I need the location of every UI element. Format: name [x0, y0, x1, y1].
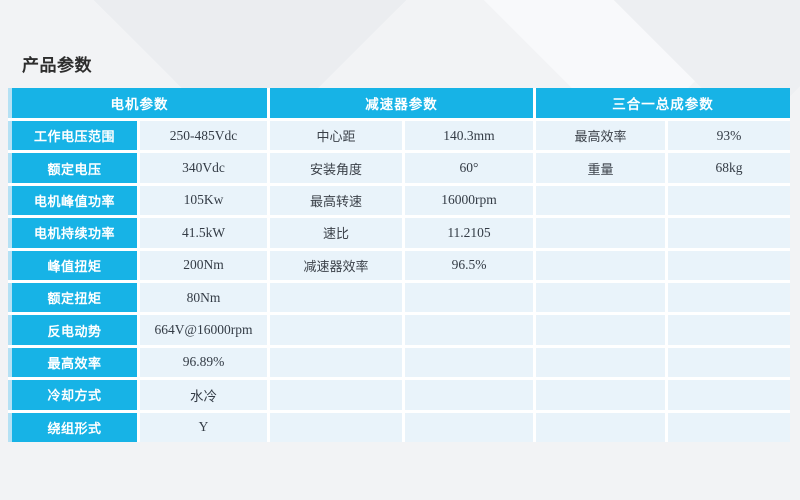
spec-value: 200Nm	[140, 250, 267, 280]
spec-label: 速比	[270, 218, 402, 248]
spec-value	[668, 218, 790, 248]
spec-value: 96.89%	[140, 347, 267, 378]
spec-value: 60°	[405, 153, 533, 183]
spec-value	[668, 250, 790, 280]
spec-label: 额定电压	[8, 153, 137, 183]
spec-value: 水冷	[140, 380, 267, 410]
spec-label	[536, 412, 665, 442]
spec-label	[270, 380, 402, 410]
spec-value	[668, 347, 790, 378]
spec-label: 重量	[536, 153, 665, 183]
spec-label	[536, 185, 665, 216]
spec-label: 电机峰值功率	[8, 185, 137, 216]
spec-value: 80Nm	[140, 282, 267, 313]
spec-value	[668, 380, 790, 410]
spec-value: Y	[140, 412, 267, 442]
spec-label: 最高效率	[536, 121, 665, 151]
spec-value: 93%	[668, 121, 790, 151]
spec-label: 工作电压范围	[8, 121, 137, 151]
spec-label: 最高转速	[270, 185, 402, 216]
spec-label: 中心距	[270, 121, 402, 151]
spec-value	[668, 282, 790, 313]
spec-value	[668, 185, 790, 216]
spec-label	[270, 412, 402, 442]
spec-value: 16000rpm	[405, 185, 533, 216]
spec-value	[668, 315, 790, 345]
group-header-2: 减速器参数	[270, 88, 533, 118]
spec-label: 最高效率	[8, 347, 137, 378]
spec-value	[405, 282, 533, 313]
spec-label: 减速器效率	[270, 250, 402, 280]
spec-label	[536, 380, 665, 410]
spec-label: 峰值扭矩	[8, 250, 137, 280]
spec-value: 41.5kW	[140, 218, 267, 248]
spec-label: 冷却方式	[8, 380, 137, 410]
spec-value: 340Vdc	[140, 153, 267, 183]
group-header-3: 三合一总成参数	[536, 88, 790, 118]
spec-label	[270, 315, 402, 345]
spec-value: 105Kw	[140, 185, 267, 216]
spec-label	[536, 250, 665, 280]
spec-label: 反电动势	[8, 315, 137, 345]
spec-label: 额定扭矩	[8, 282, 137, 313]
spec-value: 68kg	[668, 153, 790, 183]
spec-label	[536, 282, 665, 313]
page-title: 产品参数	[22, 56, 92, 75]
spec-value	[405, 347, 533, 378]
spec-label	[270, 282, 402, 313]
spec-value: 140.3mm	[405, 121, 533, 151]
spec-label	[536, 347, 665, 378]
spec-value: 96.5%	[405, 250, 533, 280]
spec-label	[270, 347, 402, 378]
group-header-1: 电机参数	[8, 88, 267, 118]
spec-value	[668, 412, 790, 442]
spec-value: 250-485Vdc	[140, 121, 267, 151]
spec-value	[405, 412, 533, 442]
spec-label	[536, 218, 665, 248]
spec-value	[405, 380, 533, 410]
spec-label: 电机持续功率	[8, 218, 137, 248]
spec-label: 安装角度	[270, 153, 402, 183]
spec-value: 664V@16000rpm	[140, 315, 267, 345]
spec-value: 11.2105	[405, 218, 533, 248]
spec-label	[536, 315, 665, 345]
product-spec-table: 电机参数 工作电压范围 250-485Vdc 额定电压 340Vdc 电机峰值功率 105K…	[8, 88, 790, 442]
spec-label: 绕组形式	[8, 412, 137, 442]
spec-value	[405, 315, 533, 345]
